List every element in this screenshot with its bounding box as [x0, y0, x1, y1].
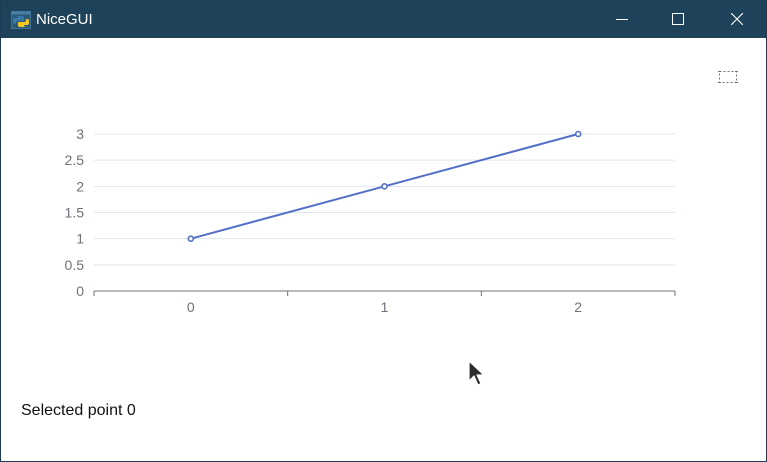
- data-point[interactable]: [187, 235, 195, 242]
- y-tick-label: 3: [76, 126, 84, 142]
- python-logo-icon: [11, 11, 31, 29]
- minimize-button[interactable]: [599, 1, 645, 38]
- x-tick-label: 0: [187, 299, 195, 315]
- y-tick-label: 2.5: [65, 152, 85, 168]
- y-tick-label: 0.5: [65, 257, 85, 273]
- close-icon: [731, 13, 743, 25]
- maximize-icon: [672, 13, 684, 25]
- page-content: 0 0.5 1 1.5 2 2.5 3 0 1 2 Selected point 0: [1, 38, 766, 461]
- title-bar[interactable]: NiceGUI: [1, 1, 766, 38]
- y-tick-label: 0: [76, 283, 84, 299]
- select-area-icon[interactable]: [717, 68, 739, 86]
- mouse-cursor-icon: [468, 360, 485, 386]
- data-point[interactable]: [574, 130, 582, 138]
- selected-point-label: Selected point 0: [21, 402, 136, 419]
- y-tick-label: 2: [76, 178, 84, 194]
- x-tick-label: 2: [574, 299, 582, 315]
- x-tick-label: 1: [381, 299, 389, 315]
- y-tick-label: 1: [76, 231, 84, 247]
- maximize-button[interactable]: [655, 1, 701, 38]
- y-tick-label: 1.5: [65, 205, 85, 221]
- minimize-icon: [616, 19, 628, 20]
- line-chart[interactable]: 0 0.5 1 1.5 2 2.5 3 0 1 2: [1, 38, 766, 378]
- window-title: NiceGUI: [36, 11, 93, 28]
- data-point[interactable]: [381, 183, 388, 190]
- close-button[interactable]: [714, 1, 760, 38]
